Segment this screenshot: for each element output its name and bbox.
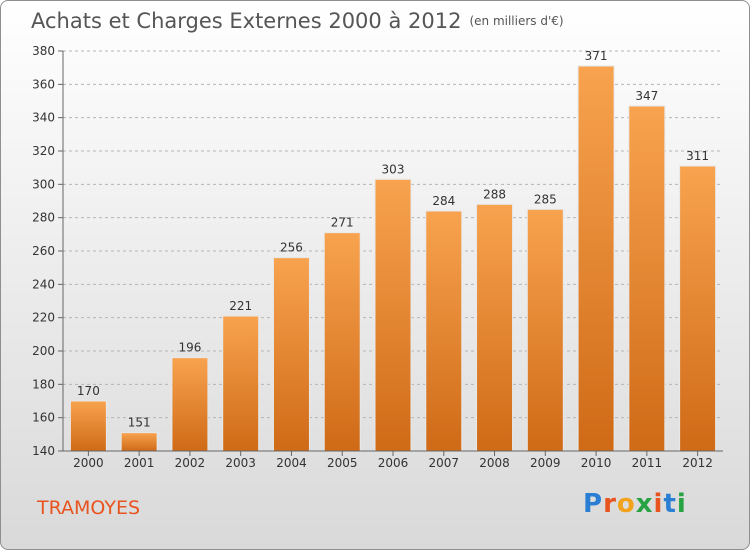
y-tick-label: 140 bbox=[32, 444, 55, 458]
y-tick-label: 240 bbox=[32, 277, 55, 291]
bar-2003 bbox=[222, 315, 260, 452]
labels: 140 160 180 200 220 240 260 280 300 320 340 360 380 1… bbox=[32, 44, 713, 470]
y-tick-label: 380 bbox=[32, 44, 55, 58]
bar-2000 bbox=[69, 400, 107, 452]
chart-unit: (en milliers d'€) bbox=[469, 14, 564, 28]
x-tick-label-2001: 2001 bbox=[124, 456, 155, 470]
y-tick-label: 340 bbox=[32, 111, 55, 125]
data-label-2010: 371 bbox=[585, 49, 608, 63]
data-label-2004: 256 bbox=[280, 241, 303, 255]
commune-name: TRAMOYES bbox=[37, 497, 141, 519]
y-tick-label: 320 bbox=[32, 144, 55, 158]
y-tick-label: 200 bbox=[32, 344, 55, 358]
bar-2011 bbox=[628, 105, 666, 452]
x-tick-label-2006: 2006 bbox=[378, 456, 409, 470]
x-tick-label-2005: 2005 bbox=[327, 456, 358, 470]
data-label-2012: 311 bbox=[686, 149, 709, 163]
x-tick-label-2012: 2012 bbox=[682, 456, 713, 470]
x-tick-label-2000: 2000 bbox=[73, 456, 104, 470]
x-tick-label-2011: 2011 bbox=[632, 456, 663, 470]
data-label-2011: 347 bbox=[635, 89, 658, 103]
data-label-2000: 170 bbox=[77, 384, 100, 398]
bar-2009 bbox=[526, 208, 564, 452]
x-tick-label-2010: 2010 bbox=[581, 456, 612, 470]
data-label-2006: 303 bbox=[382, 162, 405, 176]
x-tick-label-2004: 2004 bbox=[276, 456, 307, 470]
bar-2002 bbox=[171, 357, 209, 452]
x-tick-label-2008: 2008 bbox=[479, 456, 510, 470]
y-tick-label: 280 bbox=[32, 211, 55, 225]
data-label-2003: 221 bbox=[229, 299, 252, 313]
y-tick-label: 300 bbox=[32, 177, 55, 191]
bar-2010 bbox=[577, 65, 615, 452]
bar-2001 bbox=[120, 432, 158, 452]
data-label-2002: 196 bbox=[178, 341, 201, 355]
data-label-2009: 285 bbox=[534, 192, 557, 206]
bar-2007 bbox=[425, 210, 463, 452]
data-label-2008: 288 bbox=[483, 187, 506, 201]
chart-title: Achats et Charges Externes 2000 à 2012 (e… bbox=[31, 9, 564, 33]
bar-2006 bbox=[374, 178, 412, 452]
data-label-2001: 151 bbox=[128, 416, 151, 430]
x-tick-label-2002: 2002 bbox=[175, 456, 206, 470]
y-tick-label: 180 bbox=[32, 377, 55, 391]
x-tick-label-2003: 2003 bbox=[225, 456, 256, 470]
y-tick-label: 160 bbox=[32, 411, 55, 425]
bar-2008 bbox=[476, 203, 514, 452]
y-tick-label: 260 bbox=[32, 244, 55, 258]
axes bbox=[58, 50, 723, 456]
bar-2005 bbox=[323, 232, 361, 452]
x-tick-label-2009: 2009 bbox=[530, 456, 561, 470]
bar-2004 bbox=[272, 257, 310, 452]
bar-2012 bbox=[679, 165, 717, 452]
y-tick-label: 220 bbox=[32, 311, 55, 325]
x-tick-label-2007: 2007 bbox=[428, 456, 459, 470]
proxiti-logo: Proxiti bbox=[583, 489, 687, 519]
data-label-2007: 284 bbox=[432, 194, 455, 208]
bar-series bbox=[69, 65, 717, 452]
y-tick-label: 360 bbox=[32, 77, 55, 91]
chart-title-text: Achats et Charges Externes 2000 à 2012 bbox=[31, 9, 462, 33]
data-label-2005: 271 bbox=[331, 216, 354, 230]
